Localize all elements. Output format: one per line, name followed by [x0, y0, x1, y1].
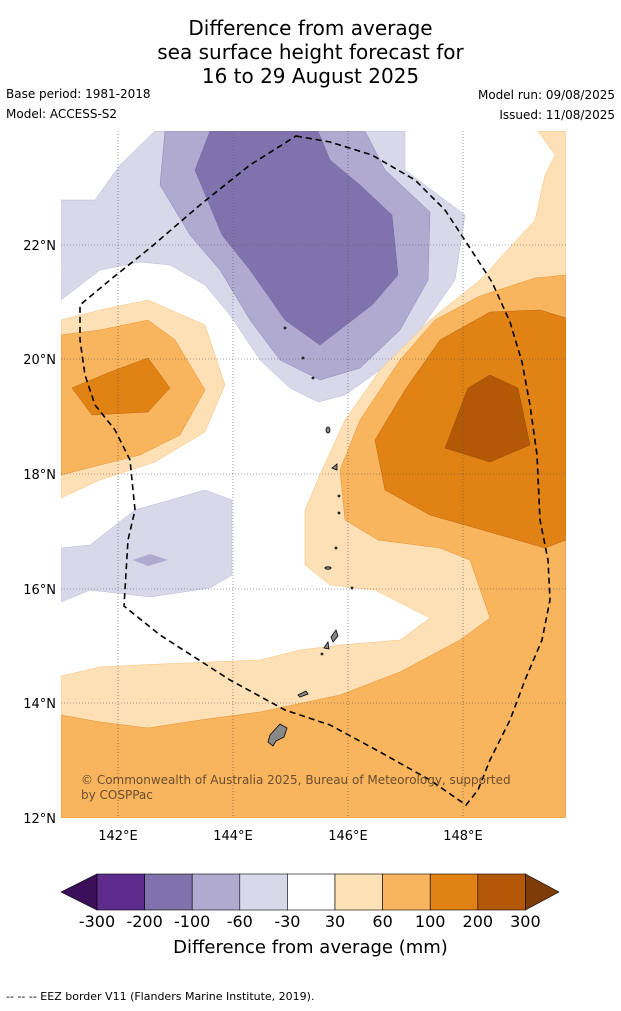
colorbar-tick-label: 300 — [510, 912, 541, 931]
contour-pos-100-west — [71, 357, 171, 416]
title-line-1: Difference from average — [188, 16, 433, 40]
lon-label-144e: 144°E — [213, 829, 253, 844]
islands — [267, 326, 354, 747]
contour-neg-30-southwest — [61, 489, 233, 603]
lat-label-14n: 14°N — [23, 697, 56, 712]
issued-label: Issued: 11/08/2025 — [499, 108, 615, 122]
contour-pos-200-east — [444, 374, 531, 463]
longitude-labels: 142°E 144°E 146°E 148°E — [98, 829, 483, 844]
colorbar-segment — [334, 873, 383, 911]
colorbar-tick-label: -300 — [79, 912, 115, 931]
map-title: Difference from average sea surface heig… — [0, 16, 621, 88]
contour-field: © Commonwealth of Australia 2025, Bureau… — [61, 131, 566, 818]
colorbar-tick-label: 100 — [415, 912, 446, 931]
contour-pos-30-east — [61, 131, 566, 818]
lon-label-146e: 146°E — [328, 829, 368, 844]
contour-neg-100-north — [194, 131, 399, 346]
lon-label-148e: 148°E — [443, 829, 483, 844]
colorbar-tick-label: 200 — [463, 912, 494, 931]
colorbar-tick-label: -30 — [274, 912, 300, 931]
colorbar-segment — [144, 873, 193, 911]
colorbar-tick-label: -60 — [227, 912, 253, 931]
lat-label-18n: 18°N — [23, 468, 56, 483]
lat-label-22n: 22°N — [23, 239, 56, 254]
copyright-line-2: by COSPPac — [81, 788, 153, 802]
colorbar-segment — [382, 873, 431, 911]
colorbar-segment — [429, 873, 479, 911]
base-period-label: Base period: 1981-2018 — [6, 87, 151, 101]
eez-border-legend: -- -- -- EEZ border V11 (Flanders Marine… — [6, 990, 315, 1003]
title-line-3: 16 to 29 August 2025 — [201, 64, 420, 88]
lat-label-16n: 16°N — [23, 583, 56, 598]
colorbar-tick-label: -200 — [126, 912, 162, 931]
lat-label-12n: 12°N — [23, 812, 56, 827]
colorbar-segment — [191, 873, 241, 911]
colorbar-segment — [239, 873, 288, 911]
colorbar-extend-high — [525, 873, 560, 911]
colorbar-tick-label: -100 — [174, 912, 210, 931]
model-label: Model: ACCESS-S2 — [6, 107, 118, 121]
colorbar-title: Difference from average (mm) — [173, 937, 448, 958]
colorbar: -300 -200 -100 -60 -30 30 60 100 200 300 — [60, 873, 560, 931]
colorbar-tick-label: 60 — [372, 912, 392, 931]
model-run-label: Model run: 09/08/2025 — [477, 88, 615, 102]
colorbar-tick-label: 30 — [325, 912, 345, 931]
colorbar-segment — [287, 873, 336, 911]
contour-neg-30-nw — [61, 263, 75, 278]
map-gridlines — [61, 131, 566, 818]
lat-label-20n: 20°N — [23, 353, 56, 368]
contour-neg-60-southwest — [133, 554, 168, 566]
colorbar-extend-low — [60, 873, 98, 911]
colorbar-segment — [477, 873, 526, 911]
title-line-2: sea surface height forecast for — [157, 40, 464, 64]
lon-label-142e: 142°E — [98, 829, 138, 844]
colorbar-segment — [96, 873, 145, 911]
eez-border — [79, 135, 551, 807]
latitude-labels: 22°N 20°N 18°N 16°N 14°N 12°N — [23, 239, 56, 827]
copyright-line-1: © Commonwealth of Australia 2025, Bureau… — [81, 773, 511, 787]
